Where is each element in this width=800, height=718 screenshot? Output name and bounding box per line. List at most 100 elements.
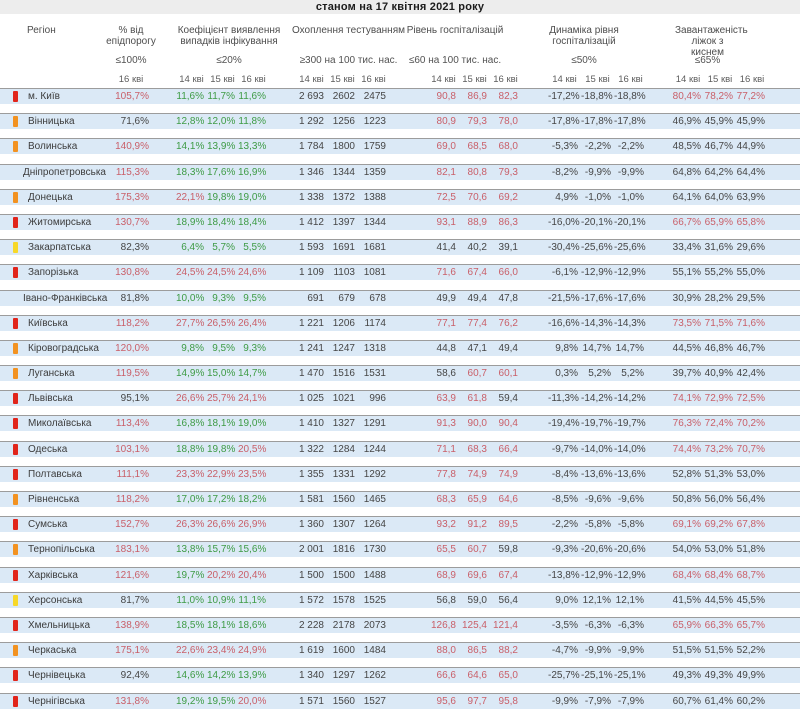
cell: 60,2% (736, 695, 765, 707)
region-name: Донецька (28, 191, 73, 203)
date-label: 16 кві (361, 74, 386, 85)
cell: 55,0% (736, 267, 765, 279)
region-cell: Миколаївська (0, 416, 100, 431)
cell: -7,9% (617, 695, 644, 707)
cell: -7,9% (584, 695, 611, 707)
cell: 14,7% (582, 342, 611, 354)
cell: 1 500 (298, 569, 324, 581)
cell: 6,4% (181, 242, 204, 254)
table-row: Харківська 121,6% 19,7% 20,2% 20,4% 1 50… (0, 566, 800, 583)
cell: 13,9% (238, 670, 267, 682)
region-cell: Донецька (0, 190, 100, 205)
cell: 118,2% (115, 494, 149, 505)
cell: 58,6 (436, 368, 456, 380)
cell: 1 340 (298, 670, 324, 682)
date-label: 16 кві (618, 74, 643, 85)
cell: -20,6% (581, 544, 613, 556)
cell: 86,3 (498, 216, 518, 228)
cell: 1600 (332, 645, 355, 657)
cell: 33,4% (672, 242, 701, 254)
cell: 44,5% (704, 594, 733, 606)
table-row: Полтавська 111,1% 23,3% 22,9% 23,5% 1 35… (0, 465, 800, 482)
cell: -4,7% (551, 645, 578, 657)
region-cell: Хмельницька (0, 618, 100, 633)
cell: -12,9% (614, 569, 646, 581)
cell: 49,4 (498, 342, 518, 354)
cell: 1247 (332, 342, 355, 354)
region-name: Волинська (28, 141, 78, 153)
cell: -14,3% (581, 317, 613, 329)
cell: -9,7% (551, 443, 578, 455)
cell: 77,1 (436, 317, 456, 329)
cell: 1284 (332, 443, 355, 455)
cell: 77,4 (467, 317, 487, 329)
cell: 71,6% (736, 317, 765, 329)
cell: 126,8 (430, 619, 456, 631)
cell: 76,3% (672, 418, 701, 430)
column-header-hospitalization-level: Рівень госпіталізацій (406, 25, 504, 36)
cell: 86,5 (467, 645, 487, 657)
date-label: 16 кві (493, 74, 518, 85)
threshold-dynamics: ≤50% (571, 55, 597, 66)
cell: -19,4% (548, 418, 580, 430)
cell: 71,1 (436, 443, 456, 455)
cell: 1759 (363, 141, 386, 153)
cell: 9,0% (555, 594, 578, 606)
cell: 82,3 (498, 91, 518, 102)
cell: 1264 (363, 519, 386, 531)
cell: 1465 (363, 494, 386, 505)
cell: 1 241 (298, 342, 324, 354)
cell: 691 (307, 292, 324, 304)
cell: 47,8 (498, 292, 518, 304)
cell: 44,9% (736, 141, 765, 153)
cell: 1291 (363, 418, 386, 430)
cell: 90,4 (498, 418, 518, 430)
cell: 69,0 (436, 141, 456, 153)
region-cell: Вінницька (0, 114, 100, 129)
status-marker (13, 216, 18, 228)
cell: 175,1% (115, 645, 149, 657)
cell: 65,9% (672, 619, 701, 631)
cell: -13,6% (581, 468, 613, 480)
cell: 68,9 (436, 569, 456, 581)
date-label: 14 кві (299, 74, 324, 85)
cell: 78,2% (704, 91, 733, 102)
cell: 70,7% (736, 443, 765, 455)
cell: 1 322 (298, 443, 324, 455)
cell: 1292 (363, 468, 386, 480)
cell: 13,3% (238, 141, 267, 153)
table-row: м. Київ 105,7% 11,6% 11,7% 11,6% 2 693 2… (0, 88, 800, 104)
cell: 679 (338, 292, 355, 304)
cell: 1081 (363, 267, 386, 279)
cell: -21,5% (548, 292, 580, 304)
cell: 20,2% (207, 569, 236, 581)
cell: 9,3% (243, 342, 266, 354)
cell: 82,1 (436, 166, 456, 178)
cell: 71,6% (120, 116, 149, 128)
cell: 18,9% (176, 216, 205, 228)
cell: 70,6 (467, 191, 487, 203)
cell: 22,9% (207, 468, 236, 480)
cell: -17,8% (548, 116, 580, 128)
cell: 1 581 (298, 494, 324, 505)
cell: 64,2% (704, 166, 733, 178)
region-name: Вінницька (28, 116, 75, 128)
cell: 20,5% (238, 443, 267, 455)
region-name: Харківська (28, 569, 78, 581)
cell: 65,7% (736, 619, 765, 631)
cell: -2,2% (551, 519, 578, 531)
table-row: Донецька 175,3% 22,1% 19,8% 19,0% 1 338 … (0, 188, 800, 205)
cell: 68,5 (467, 141, 487, 153)
cell: -12,9% (581, 569, 613, 581)
region-cell: Сумська (0, 517, 100, 532)
cell: -17,8% (614, 116, 646, 128)
cell: 50,8% (672, 494, 701, 505)
cell: 120,0% (115, 342, 149, 354)
cell: 51,3% (704, 468, 733, 480)
cell: -17,8% (581, 116, 613, 128)
cell: 1816 (332, 544, 355, 556)
cell: 12,8% (176, 116, 205, 128)
status-marker (13, 569, 18, 581)
cell: 93,1 (436, 216, 456, 228)
cell: 18,5% (176, 619, 205, 631)
